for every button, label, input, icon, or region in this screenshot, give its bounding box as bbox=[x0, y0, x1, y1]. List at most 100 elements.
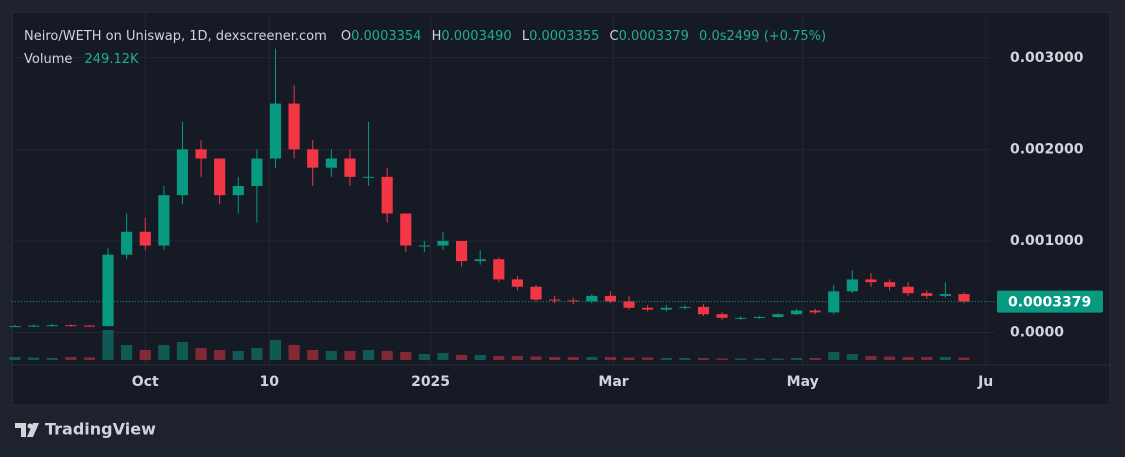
candle-body bbox=[232, 186, 244, 196]
volume-bar bbox=[586, 357, 598, 360]
candle-body bbox=[642, 307, 654, 310]
volume-bar bbox=[493, 356, 505, 360]
y-tick-label: 0.003000 bbox=[1010, 50, 1084, 66]
legend-line: Neiro/WETH on Uniswap, 1D, dexscreener.c… bbox=[24, 29, 826, 44]
volume-bar bbox=[456, 355, 468, 360]
x-tick-label: Mar bbox=[598, 374, 628, 390]
candle-body bbox=[772, 314, 784, 317]
volume-bar bbox=[83, 357, 96, 360]
candle-body bbox=[344, 158, 356, 177]
candle-body bbox=[65, 325, 77, 327]
candle-body bbox=[158, 195, 170, 246]
volume-bar bbox=[642, 357, 654, 360]
candle-body bbox=[214, 158, 226, 196]
volume-bar bbox=[121, 345, 133, 360]
legend-change: 0.0s2499 (+0.75%) bbox=[699, 29, 826, 44]
candle-body bbox=[381, 176, 393, 214]
candle-body bbox=[195, 149, 207, 159]
volume-bar bbox=[549, 357, 561, 360]
volume-bar bbox=[381, 351, 393, 360]
candle-body bbox=[139, 231, 151, 246]
volume-bar bbox=[362, 350, 375, 360]
last-price-label: 0.0003379 bbox=[1008, 295, 1091, 311]
candle-body bbox=[102, 254, 114, 327]
x-tick-label: May bbox=[787, 374, 819, 390]
volume-bar bbox=[102, 330, 114, 360]
y-tick-label: 0.001000 bbox=[1010, 233, 1084, 249]
y-tick-label: 0.0000 bbox=[1010, 325, 1064, 341]
legend-key: O bbox=[341, 29, 351, 44]
legend-value: 0.0003354 bbox=[351, 29, 421, 44]
candle-body bbox=[716, 314, 728, 318]
legend-value: 0.0003379 bbox=[619, 29, 689, 44]
volume-bar bbox=[530, 356, 542, 360]
candle-body bbox=[809, 310, 821, 313]
volume-bar bbox=[176, 342, 189, 360]
volume-bar bbox=[251, 348, 263, 360]
volume-bar bbox=[902, 357, 914, 360]
volume-bar bbox=[623, 357, 635, 360]
volume-bar bbox=[921, 357, 933, 360]
candle-body bbox=[549, 299, 561, 301]
legend-key: C bbox=[610, 29, 619, 44]
candle-body bbox=[828, 291, 840, 313]
candle-body bbox=[9, 326, 21, 328]
brand-name: TradingView bbox=[45, 420, 156, 439]
volume-bar bbox=[511, 356, 523, 360]
candle-body bbox=[623, 301, 635, 308]
x-tick-label: Ju bbox=[977, 374, 993, 390]
candle-body bbox=[958, 294, 970, 302]
marks bbox=[9, 48, 995, 360]
candle-body bbox=[474, 259, 486, 262]
volume-bar bbox=[939, 357, 951, 360]
volume-bar bbox=[809, 358, 821, 360]
brand-logo: TradingView bbox=[15, 420, 156, 439]
volume-bar bbox=[65, 357, 77, 360]
candle-body bbox=[307, 149, 319, 168]
candle-body bbox=[456, 240, 468, 262]
candle-body bbox=[921, 293, 933, 296]
volume-bar bbox=[567, 357, 579, 360]
candle-body bbox=[883, 282, 896, 287]
volume-bar bbox=[883, 356, 896, 360]
grid bbox=[12, 12, 1110, 366]
legend-key: H bbox=[432, 29, 442, 44]
candle-body bbox=[121, 231, 133, 255]
chart-panel bbox=[11, 11, 1111, 406]
candle-body bbox=[902, 286, 914, 294]
volume-bar bbox=[772, 358, 784, 360]
volume-bar bbox=[865, 356, 877, 360]
volume-bar bbox=[437, 353, 449, 360]
candle-body bbox=[865, 279, 877, 283]
candle-body bbox=[660, 307, 672, 310]
candle-body bbox=[176, 149, 189, 196]
candle-body bbox=[437, 240, 449, 246]
y-tick-label: 0.002000 bbox=[1010, 141, 1084, 157]
legend-key: L bbox=[522, 29, 530, 44]
volume-bar bbox=[232, 351, 244, 360]
volume-legend: Volume 249.12K bbox=[24, 52, 139, 67]
volume-bar bbox=[697, 358, 710, 360]
candle-body bbox=[46, 325, 58, 327]
candle-body bbox=[83, 325, 96, 327]
candle-body bbox=[530, 286, 542, 300]
candle-body bbox=[846, 279, 858, 292]
volume-bar bbox=[790, 358, 803, 360]
volume-bar bbox=[716, 358, 728, 360]
chart-title: Neiro/WETH on Uniswap, 1D, dexscreener.c… bbox=[24, 29, 327, 44]
volume-bar bbox=[660, 358, 672, 360]
volume-name: Volume bbox=[24, 52, 72, 67]
candle-body bbox=[735, 317, 747, 319]
candle-body bbox=[567, 300, 579, 302]
candle-body bbox=[604, 295, 617, 302]
candle-body bbox=[753, 316, 765, 318]
volume-bar bbox=[400, 352, 412, 360]
volume-bar bbox=[604, 357, 617, 360]
volume-bar bbox=[325, 351, 337, 360]
volume-bar bbox=[9, 357, 21, 360]
candle-body bbox=[939, 294, 951, 296]
candle-body bbox=[493, 259, 505, 280]
volume-bar bbox=[158, 345, 170, 360]
x-tick-label: 10 bbox=[260, 374, 280, 390]
